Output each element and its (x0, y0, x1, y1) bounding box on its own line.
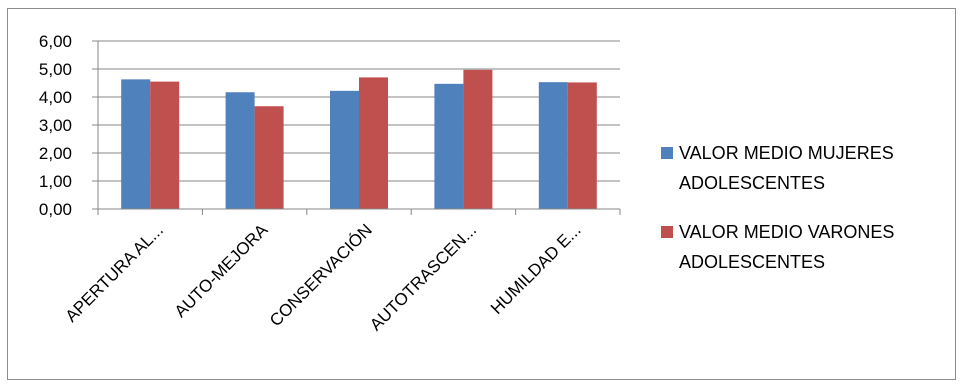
bar-mujeres (538, 82, 568, 209)
x-category-label: AUTOTRASCEN... (366, 220, 480, 334)
legend-label: ADOLESCENTES (679, 252, 825, 272)
bar-varones (567, 82, 597, 209)
legend-label: VALOR MEDIO VARONES (679, 222, 894, 242)
y-tick-label: 5,00 (39, 60, 72, 79)
x-category-label: HUMILDAD E... (487, 220, 585, 318)
legend-label: ADOLESCENTES (679, 173, 825, 193)
bar-mujeres (121, 79, 151, 209)
y-tick-label: 1,00 (39, 172, 72, 191)
bar-mujeres (330, 90, 359, 209)
y-tick-label: 0,00 (39, 200, 72, 219)
legend: VALOR MEDIO MUJERES ADOLESCENTES VALOR MED… (661, 143, 894, 272)
legend-swatch-mujeres (661, 147, 673, 159)
bars (121, 69, 597, 210)
bar-varones (254, 106, 284, 209)
y-tick-label: 4,00 (39, 88, 72, 107)
legend-label: VALOR MEDIO MUJERES (679, 143, 894, 163)
x-category-label: AUTO-MEJORA (171, 220, 272, 321)
y-tick-label: 6,00 (39, 32, 72, 51)
bar-varones (359, 77, 388, 210)
x-category-label: APERTURA AL... (62, 220, 167, 325)
bar-varones (463, 69, 493, 209)
y-tick-label: 2,00 (39, 144, 72, 163)
legend-swatch-varones (661, 226, 673, 238)
bar-mujeres (434, 83, 464, 209)
bar-varones (150, 81, 180, 209)
y-axis-ticks: 0,00 1,00 2,00 3,00 4,00 5,00 6,00 (39, 32, 98, 219)
x-axis-category-labels: APERTURA AL... AUTO-MEJORACONSERVACIÓNAUT… (62, 220, 585, 335)
x-category-label: CONSERVACIÓN (266, 220, 376, 330)
bar-mujeres (225, 92, 255, 209)
y-tick-label: 3,00 (39, 116, 72, 135)
x-axis (97, 41, 621, 215)
